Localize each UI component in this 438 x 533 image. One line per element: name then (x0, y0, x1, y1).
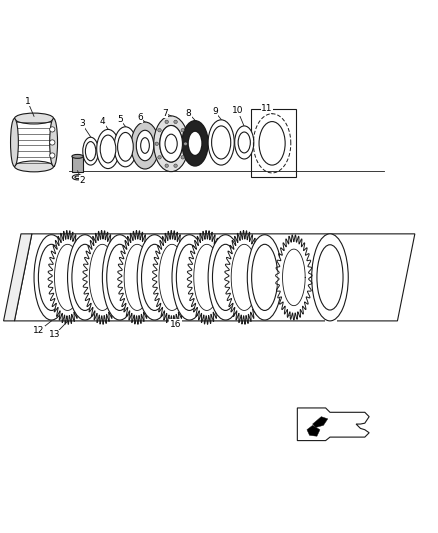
Ellipse shape (72, 175, 83, 180)
Ellipse shape (39, 244, 64, 310)
Ellipse shape (75, 176, 80, 179)
Ellipse shape (189, 235, 224, 320)
Ellipse shape (165, 134, 177, 154)
Polygon shape (307, 425, 320, 436)
Ellipse shape (117, 133, 133, 161)
Ellipse shape (97, 130, 119, 168)
Ellipse shape (172, 235, 207, 320)
Circle shape (181, 156, 184, 159)
Ellipse shape (85, 142, 96, 161)
Circle shape (174, 164, 177, 167)
Ellipse shape (14, 161, 53, 172)
Ellipse shape (188, 131, 202, 156)
Ellipse shape (252, 244, 278, 310)
Ellipse shape (182, 120, 208, 166)
Ellipse shape (141, 244, 168, 310)
Circle shape (155, 142, 159, 146)
Ellipse shape (34, 235, 69, 320)
Ellipse shape (137, 235, 172, 320)
Ellipse shape (50, 235, 85, 320)
Ellipse shape (72, 244, 98, 310)
Ellipse shape (235, 126, 254, 159)
Ellipse shape (277, 238, 311, 317)
Ellipse shape (160, 125, 183, 162)
Ellipse shape (141, 138, 149, 154)
Text: 11: 11 (261, 104, 272, 113)
Ellipse shape (131, 122, 159, 169)
Ellipse shape (14, 113, 53, 124)
Ellipse shape (136, 130, 154, 161)
Text: 14: 14 (288, 309, 300, 318)
Ellipse shape (154, 116, 188, 172)
Ellipse shape (227, 235, 261, 320)
Polygon shape (14, 234, 415, 321)
Ellipse shape (212, 126, 231, 159)
Polygon shape (297, 408, 369, 441)
Ellipse shape (238, 132, 251, 153)
Ellipse shape (102, 235, 137, 320)
Ellipse shape (114, 127, 137, 167)
Ellipse shape (120, 235, 155, 320)
Polygon shape (4, 234, 32, 321)
Ellipse shape (83, 137, 99, 165)
Circle shape (184, 142, 187, 146)
Circle shape (49, 153, 55, 158)
Ellipse shape (317, 245, 343, 310)
Bar (251, 109, 297, 177)
Ellipse shape (212, 244, 239, 310)
Text: 1: 1 (25, 96, 30, 106)
Ellipse shape (247, 235, 282, 320)
Ellipse shape (67, 235, 102, 320)
Circle shape (181, 128, 184, 132)
Ellipse shape (141, 138, 149, 154)
Text: 8: 8 (186, 109, 191, 118)
Text: 3: 3 (79, 119, 85, 128)
Ellipse shape (160, 125, 183, 162)
Ellipse shape (49, 118, 57, 166)
Circle shape (165, 120, 169, 124)
Polygon shape (14, 118, 53, 166)
Text: 10: 10 (232, 106, 244, 115)
Text: 16: 16 (170, 320, 181, 329)
Circle shape (49, 127, 55, 132)
Circle shape (165, 164, 169, 167)
Circle shape (174, 120, 177, 124)
Circle shape (158, 128, 161, 132)
Circle shape (49, 140, 55, 145)
Text: 6: 6 (137, 113, 143, 122)
Ellipse shape (208, 235, 243, 320)
Ellipse shape (11, 118, 18, 166)
Bar (72, 156, 83, 172)
Ellipse shape (259, 122, 285, 165)
Text: 15: 15 (325, 312, 337, 321)
Ellipse shape (155, 235, 189, 320)
Circle shape (158, 156, 161, 159)
Text: 2: 2 (79, 176, 85, 185)
Ellipse shape (312, 234, 348, 321)
Text: 4: 4 (100, 117, 106, 126)
Text: 13: 13 (49, 330, 60, 340)
Ellipse shape (85, 235, 120, 320)
Ellipse shape (72, 155, 83, 158)
Ellipse shape (177, 244, 202, 310)
Ellipse shape (100, 135, 116, 163)
Text: 5: 5 (117, 115, 123, 124)
Text: 9: 9 (212, 108, 218, 117)
Ellipse shape (208, 120, 234, 165)
Text: 12: 12 (33, 326, 45, 335)
Polygon shape (313, 417, 328, 427)
Text: 7: 7 (162, 109, 168, 118)
Ellipse shape (107, 244, 133, 310)
